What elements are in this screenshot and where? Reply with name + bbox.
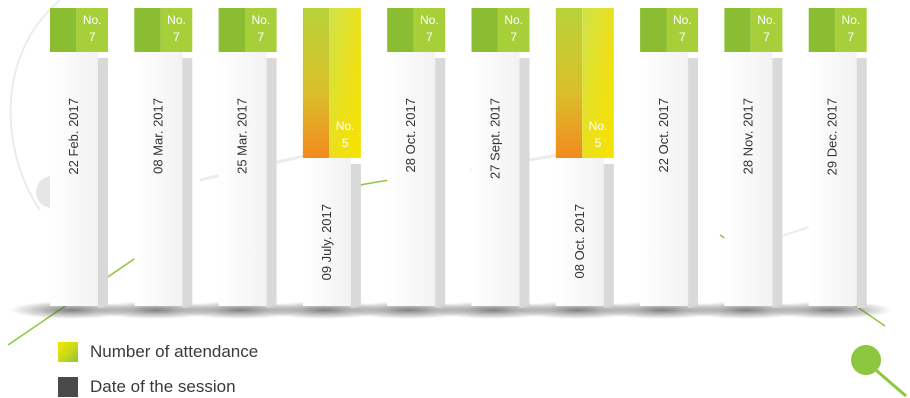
attendance-bar (808, 8, 836, 52)
value-label: 7 (763, 30, 770, 44)
value-label-prefix: No. (83, 13, 102, 27)
date-column-side (350, 164, 361, 308)
date-column (218, 52, 267, 306)
date-column-side (519, 58, 530, 308)
attendance-bar-face (835, 8, 867, 52)
date-label: 09 July. 2017 (319, 204, 334, 280)
date-column-side (182, 58, 193, 308)
columns: No. 7 22 Feb. 2017 No. 7 08 Mar. 2017 No. 7 25 M… (9, 8, 893, 319)
attendance-bar (640, 8, 667, 52)
date-column-side (688, 58, 699, 308)
value-label-prefix: No. (842, 13, 861, 27)
value-label: 5 (342, 136, 349, 150)
value-label-prefix: No. (336, 119, 355, 133)
date-label: 22 Feb. 2017 (66, 98, 81, 175)
legend-date: Date of the session (58, 377, 236, 397)
attendance-bar (218, 8, 245, 52)
attendance-bar-face (329, 8, 361, 158)
attendance-bar (134, 8, 161, 52)
attendance-bar-face (582, 8, 614, 158)
attendance-bar-face (160, 8, 193, 52)
date-column-side (98, 58, 108, 308)
date-column (50, 52, 98, 306)
legend-date-label: Date of the session (90, 377, 236, 396)
date-label: 28 Nov. 2017 (740, 98, 755, 174)
date-label: 29 Dec. 2017 (825, 98, 840, 175)
date-label: 08 Mar. 2017 (150, 98, 165, 174)
value-label-prefix: No. (504, 13, 523, 27)
date-column (387, 52, 436, 306)
column: No. 7 28 Oct. 2017 (346, 8, 471, 319)
attendance-bar-face (413, 8, 446, 52)
attendance-bar (50, 8, 77, 52)
date-column (724, 52, 773, 306)
column: No. 7 22 Feb. 2017 (9, 8, 134, 319)
attendance-bar-face (76, 8, 108, 52)
date-label: 28 Oct. 2017 (403, 98, 418, 172)
value-label-prefix: No. (589, 119, 608, 133)
value-label-prefix: No. (167, 13, 186, 27)
date-column (471, 52, 520, 306)
date-label: 25 Mar. 2017 (235, 98, 250, 174)
attendance-bar (387, 8, 414, 52)
legend-attendance: Number of attendance (58, 342, 258, 362)
value-label: 7 (173, 30, 180, 44)
column: No. 7 28 Nov. 2017 (684, 8, 808, 319)
legend-attendance-label: Number of attendance (90, 342, 259, 361)
column: No. 5 09 July. 2017 (262, 8, 387, 319)
date-column (555, 158, 604, 306)
date-column-side (266, 58, 277, 308)
column: No. 7 25 Mar. 2017 (178, 8, 303, 319)
attendance-bar-face (666, 8, 699, 52)
value-label: 5 (595, 136, 602, 150)
date-label: 22 Oct. 2017 (656, 98, 671, 172)
date-column-side (772, 58, 783, 308)
column: No. 7 08 Mar. 2017 (93, 8, 218, 319)
attendance-bar-face (245, 8, 277, 52)
attendance-bar (471, 8, 498, 52)
date-label: 27 Sept. 2017 (488, 98, 503, 179)
attendance-swatch (58, 342, 78, 362)
date-column (302, 158, 351, 306)
value-label-prefix: No. (673, 13, 692, 27)
date-column (134, 52, 183, 306)
attendance-bar-face (497, 8, 530, 52)
date-column-side (603, 164, 614, 308)
value-label: 7 (510, 30, 517, 44)
attendance-bar (724, 8, 751, 52)
column: No. 7 27 Sept. 2017 (431, 8, 556, 319)
date-column-side (435, 58, 446, 308)
column: No. 7 29 Dec. 2017 (768, 8, 893, 319)
attendance-bar (555, 8, 583, 158)
value-label: 7 (679, 30, 686, 44)
value-label: 7 (89, 30, 96, 44)
value-label: 7 (257, 30, 264, 44)
value-label: 7 (426, 30, 433, 44)
value-label-prefix: No. (757, 13, 776, 27)
value-label-prefix: No. (251, 13, 270, 27)
date-column-side (856, 58, 867, 308)
column: No. 7 22 Oct. 2017 (599, 8, 724, 319)
date-swatch (58, 377, 78, 397)
value-label-prefix: No. (420, 13, 439, 27)
date-column (808, 52, 857, 306)
attendance-bar-face (750, 8, 783, 52)
value-label: 7 (848, 30, 855, 44)
column: No. 5 08 Oct. 2017 (515, 8, 640, 319)
date-column (640, 52, 689, 306)
attendance-bar (302, 8, 330, 158)
date-label: 08 Oct. 2017 (572, 204, 587, 278)
